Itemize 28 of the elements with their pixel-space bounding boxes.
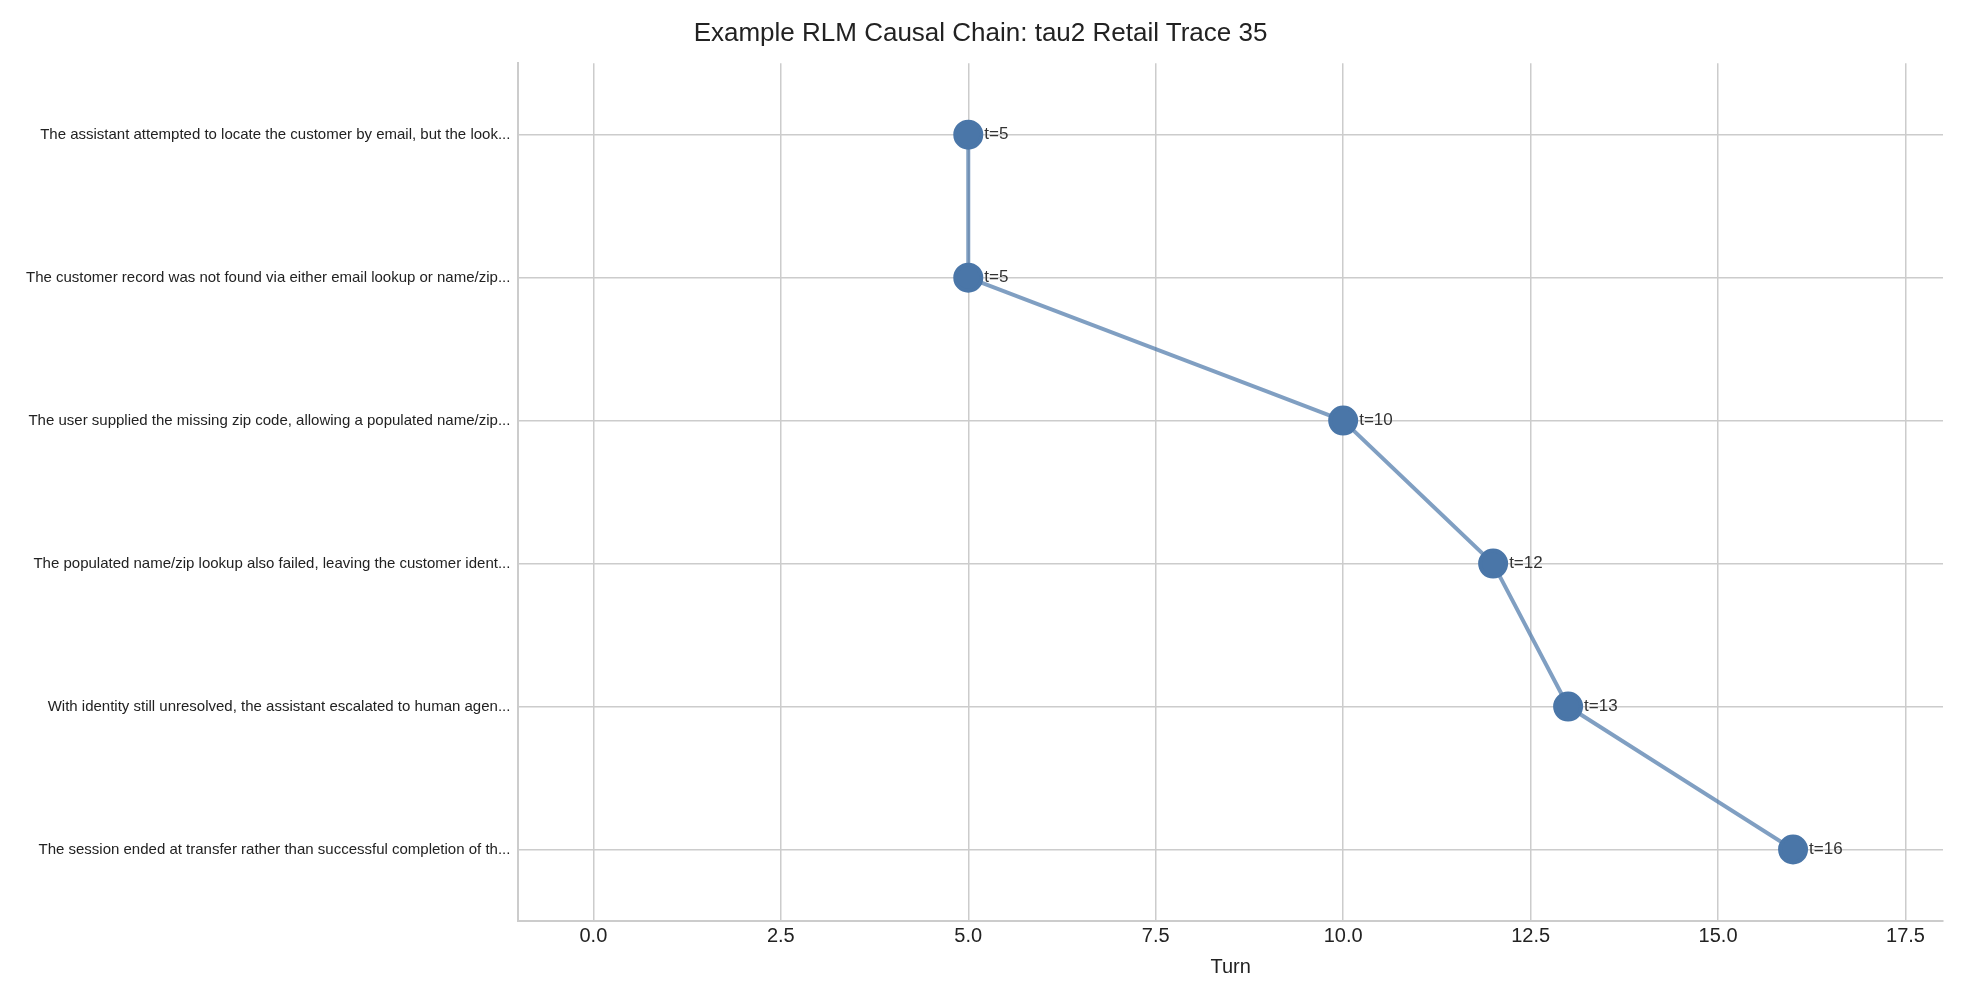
- point: [1478, 548, 1509, 579]
- x-tick-label: 17.5: [1886, 923, 1925, 946]
- data-label: t=12: [1509, 553, 1543, 573]
- data-label: t=5: [984, 267, 1009, 287]
- y-tick-label: The populated name/zip lookup also failed, leaving the customer ident...: [33, 553, 511, 571]
- y-tick-label: The assistant attempted to locate the customer by email, but the look...: [40, 124, 511, 142]
- point: [1553, 691, 1584, 722]
- point: [953, 262, 984, 293]
- point: [1328, 405, 1359, 436]
- y-tick-label: The session ended at transfer rather than successful completion of th...: [38, 839, 511, 857]
- x-tick-label: 7.5: [1141, 923, 1170, 946]
- point: [1778, 834, 1809, 865]
- data-label: t=16: [1809, 839, 1843, 859]
- x-tick-label: 0.0: [579, 923, 608, 946]
- y-tick-label: The customer record was not found via either email lookup or name/zip...: [26, 267, 511, 285]
- x-tick-label: 10.0: [1323, 923, 1363, 946]
- x-tick-label: 12.5: [1511, 923, 1551, 946]
- data-label: t=10: [1359, 410, 1393, 430]
- y-tick-label: The user supplied the missing zip code, allowing a populated name/zip...: [28, 410, 511, 428]
- data-label: t=5: [984, 124, 1009, 144]
- x-tick-label: 2.5: [766, 923, 795, 946]
- x-axis-title: Turn: [1210, 954, 1251, 977]
- point: [953, 119, 984, 150]
- x-tick-label: 15.0: [1698, 923, 1738, 946]
- x-tick-label: 5.0: [954, 923, 983, 946]
- y-tick-label: With identity still unresolved, the assistant escalated to human agen...: [47, 696, 511, 714]
- data-label: t=13: [1584, 696, 1618, 716]
- chart-title: Example RLM Causal Chain: tau2 Retail Trace 35: [693, 16, 1268, 47]
